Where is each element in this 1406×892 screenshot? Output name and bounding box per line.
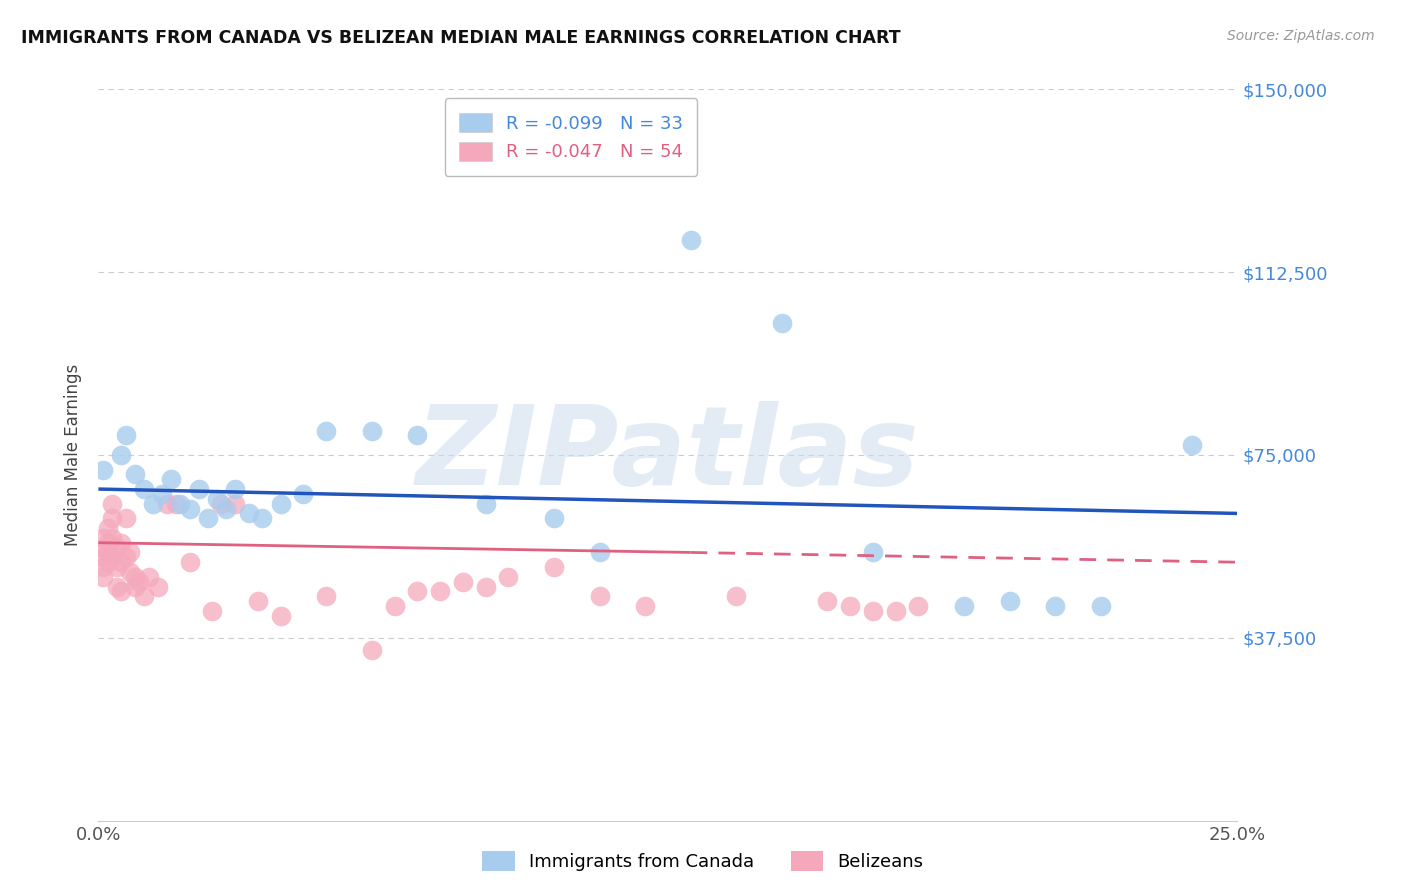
Point: [224, 482, 246, 496]
Point: [474, 580, 496, 594]
Point: [96, 545, 118, 559]
Point: [179, 555, 201, 569]
Point: [179, 501, 201, 516]
Point: [101, 511, 124, 525]
Point: [91, 550, 114, 565]
Point: [160, 472, 183, 486]
Point: [146, 580, 169, 594]
Point: [862, 604, 884, 618]
Point: [1043, 599, 1066, 613]
Point: [384, 599, 406, 613]
Point: [114, 550, 136, 565]
Point: [105, 560, 128, 574]
Point: [634, 599, 657, 613]
Point: [246, 594, 269, 608]
Point: [252, 511, 274, 525]
Point: [270, 608, 292, 623]
Point: [292, 487, 315, 501]
Legend: Immigrants from Canada, Belizeans: Immigrants from Canada, Belizeans: [475, 844, 931, 879]
Point: [998, 594, 1021, 608]
Point: [132, 590, 155, 604]
Point: [679, 233, 702, 247]
Point: [451, 574, 474, 589]
Point: [406, 584, 429, 599]
Y-axis label: Median Male Earnings: Median Male Earnings: [65, 364, 83, 546]
Point: [588, 545, 610, 559]
Point: [725, 590, 748, 604]
Point: [498, 570, 520, 584]
Point: [124, 570, 146, 584]
Point: [270, 497, 292, 511]
Point: [96, 535, 118, 549]
Point: [91, 462, 114, 476]
Point: [165, 497, 187, 511]
Point: [101, 531, 124, 545]
Point: [224, 497, 246, 511]
Point: [215, 501, 238, 516]
Point: [360, 424, 382, 438]
Point: [169, 497, 191, 511]
Legend: R = -0.099   N = 33, R = -0.047   N = 54: R = -0.099 N = 33, R = -0.047 N = 54: [444, 98, 697, 176]
Point: [543, 560, 565, 574]
Point: [110, 584, 132, 599]
Point: [101, 497, 124, 511]
Point: [429, 584, 451, 599]
Point: [105, 580, 128, 594]
Point: [120, 565, 142, 579]
Point: [315, 424, 337, 438]
Point: [91, 570, 114, 584]
Point: [142, 497, 165, 511]
Point: [96, 521, 118, 535]
Text: Source: ZipAtlas.com: Source: ZipAtlas.com: [1227, 29, 1375, 44]
Point: [862, 545, 884, 559]
Point: [96, 555, 118, 569]
Point: [101, 550, 124, 565]
Point: [110, 448, 132, 462]
Point: [114, 511, 136, 525]
Point: [543, 511, 565, 525]
Point: [128, 574, 150, 589]
Point: [815, 594, 838, 608]
Point: [187, 482, 209, 496]
Point: [105, 541, 128, 555]
Point: [114, 428, 136, 442]
Point: [138, 570, 160, 584]
Text: IMMIGRANTS FROM CANADA VS BELIZEAN MEDIAN MALE EARNINGS CORRELATION CHART: IMMIGRANTS FROM CANADA VS BELIZEAN MEDIA…: [21, 29, 901, 47]
Point: [120, 545, 142, 559]
Point: [907, 599, 929, 613]
Point: [132, 482, 155, 496]
Point: [588, 590, 610, 604]
Text: ZIPatlas: ZIPatlas: [416, 401, 920, 508]
Point: [884, 604, 907, 618]
Point: [839, 599, 862, 613]
Point: [197, 511, 219, 525]
Point: [315, 590, 337, 604]
Point: [124, 467, 146, 482]
Point: [150, 487, 173, 501]
Point: [1181, 438, 1204, 452]
Point: [406, 428, 429, 442]
Point: [474, 497, 496, 511]
Point: [124, 580, 146, 594]
Point: [91, 560, 114, 574]
Point: [209, 497, 232, 511]
Point: [238, 507, 260, 521]
Point: [953, 599, 976, 613]
Point: [201, 604, 224, 618]
Point: [360, 643, 382, 657]
Point: [1090, 599, 1112, 613]
Point: [110, 555, 132, 569]
Point: [110, 535, 132, 549]
Point: [770, 316, 793, 330]
Point: [156, 497, 179, 511]
Point: [91, 541, 114, 555]
Point: [91, 531, 114, 545]
Point: [205, 491, 228, 506]
